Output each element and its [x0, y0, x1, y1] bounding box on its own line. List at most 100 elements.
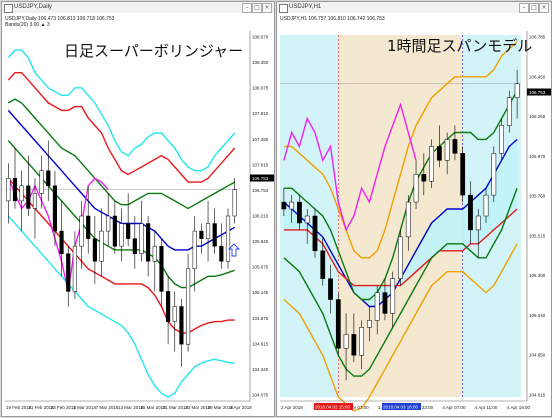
candle-body	[405, 201, 411, 238]
candle-body	[26, 185, 31, 209]
x-highlight-label: 2018.04.02 15:00	[315, 405, 351, 410]
candle-body	[72, 245, 77, 292]
series-line-3	[7, 215, 235, 398]
candle-body	[139, 223, 144, 254]
minimize-button[interactable]: –	[242, 3, 252, 13]
y-tick-label: 107.015	[252, 162, 269, 167]
candle-body	[436, 146, 442, 161]
candle-body	[32, 193, 38, 209]
x-tick-label: 23 Feb 2018	[51, 405, 77, 410]
candle-body	[289, 201, 295, 210]
candle-body	[152, 245, 157, 262]
candle-body	[86, 215, 91, 239]
series-line-1	[7, 98, 236, 210]
x-tick-label: 19 Feb 2018	[6, 405, 32, 410]
candle-body	[460, 153, 466, 196]
candle-body	[351, 334, 357, 356]
candle-body	[468, 194, 473, 231]
y-tick-label: 108.670	[252, 35, 269, 40]
y-tick-label: 104.850	[529, 353, 546, 358]
y-tick-label: 105.945	[252, 239, 269, 244]
y-tick-label: 106.753	[252, 188, 269, 193]
candle-body	[281, 201, 287, 210]
candle-body	[382, 292, 388, 314]
x-tick-label: 1 Mar 2018	[73, 405, 96, 410]
series-line-2	[7, 72, 236, 183]
y-tick-label: 105.040	[529, 313, 546, 318]
maximize-button[interactable]: □	[529, 3, 539, 13]
candle-body	[359, 327, 365, 356]
x-tick-label: 7 Mar 2018	[96, 405, 119, 410]
series-line-1	[283, 187, 518, 377]
y-tick-label: 106.450	[529, 74, 546, 79]
candle-body	[421, 173, 427, 182]
h1-chart-canvas[interactable]: USDJPY,H1 106.757 106.810 106.742 106.75…	[277, 13, 551, 416]
x-highlight-box	[314, 403, 353, 410]
candle-body	[192, 230, 197, 270]
candle-body	[205, 223, 211, 239]
series-line-lag	[283, 102, 417, 232]
y-tick-label: 105.515	[529, 233, 546, 238]
y-tick-label: 105.675	[252, 265, 269, 270]
x-tick-label: 4 Apr 2018	[230, 405, 252, 410]
candle-body	[119, 223, 124, 247]
candle-body	[172, 306, 177, 322]
y-tick-label: 105.760	[529, 194, 546, 199]
candle-body	[297, 201, 302, 224]
h1-window-title: USDJPY,H1	[289, 4, 322, 10]
y-tick-label: 108.350	[252, 60, 269, 65]
series-line-lag	[7, 177, 109, 292]
x-tick-label: 23 Mar 2018	[185, 405, 211, 410]
chart-headline: 日足スーパーボリンジャー	[64, 42, 243, 60]
annotation-arrow-icon	[227, 243, 241, 257]
y-tick-label: 104.340	[252, 367, 269, 372]
candle-body	[367, 320, 372, 328]
candle-body	[126, 223, 131, 239]
candle-body	[328, 278, 333, 300]
candle-body	[506, 97, 512, 126]
candle-body	[499, 125, 504, 154]
candle-body	[46, 170, 51, 187]
candle-body	[444, 139, 450, 161]
close-button[interactable]: ×	[539, 3, 549, 13]
daily-chart-canvas[interactable]: USDJPY,Daily 106.473 106.813 106.718 106…	[2, 13, 274, 416]
candle-body	[79, 215, 84, 247]
h1-chart-window[interactable]: USDJPY,H1 – □ × USDJPY,H1 106.757 106.81…	[276, 1, 552, 417]
series-line-2	[283, 41, 518, 259]
y-tick-label: 104.875	[252, 316, 269, 321]
maximize-button[interactable]: □	[252, 3, 262, 13]
current-price-label: 106.753	[529, 90, 546, 95]
candle-body	[132, 238, 137, 254]
minimize-button[interactable]: –	[519, 3, 529, 13]
candle-body	[92, 238, 97, 262]
x-tick-label: 3 Apr 07:00	[346, 405, 370, 410]
close-button[interactable]: ×	[262, 3, 272, 13]
candle-body	[343, 334, 349, 349]
y-tick-label: 105.300	[529, 273, 546, 278]
chart-headline: 1時間足スパンモデル	[387, 37, 532, 55]
candle-body	[475, 215, 481, 231]
x-tick-label: 4 Apr 19:00	[507, 405, 531, 410]
candle-body	[413, 173, 419, 203]
y-tick-label: 108.075	[252, 86, 269, 91]
candle-body	[212, 223, 217, 247]
y-tick-label: 107.280	[252, 137, 269, 142]
candle-body	[6, 178, 11, 202]
y-tick-label: 104.075	[252, 393, 269, 398]
y-tick-label: 105.970	[529, 154, 546, 159]
series-line-1	[283, 90, 518, 301]
y-tick-label: 106.785	[529, 35, 546, 40]
candle-body	[335, 299, 341, 349]
y-tick-label: 105.145	[252, 290, 269, 295]
candle-body	[166, 291, 171, 322]
x-tick-label: 13 Mar 2018	[118, 405, 144, 410]
candle-body	[106, 215, 111, 232]
candle-body	[232, 189, 237, 217]
candle-body	[59, 230, 64, 254]
candle-body	[99, 230, 104, 262]
x-tick-label: 21 Feb 2018	[28, 405, 54, 410]
ohlc-info: USDJPY,H1 106.757 106.810 106.742 106.75…	[280, 16, 385, 22]
daily-chart-window[interactable]: USDJPY,Daily – □ × USDJPY,Daily 106.473 …	[1, 1, 275, 417]
x-tick-label: 2 Apr 2018	[281, 405, 303, 410]
x-tick-label: 4 Apr 07:00	[442, 405, 466, 410]
